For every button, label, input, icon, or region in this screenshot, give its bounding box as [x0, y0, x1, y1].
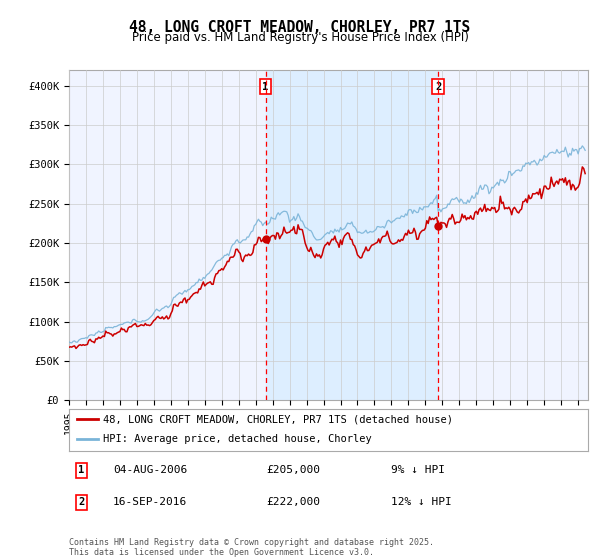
Text: 1: 1: [79, 465, 85, 475]
Text: 16-SEP-2016: 16-SEP-2016: [113, 497, 187, 507]
Text: Price paid vs. HM Land Registry's House Price Index (HPI): Price paid vs. HM Land Registry's House …: [131, 31, 469, 44]
Text: Contains HM Land Registry data © Crown copyright and database right 2025.
This d: Contains HM Land Registry data © Crown c…: [69, 538, 434, 557]
Text: 2: 2: [435, 82, 441, 92]
Text: 1: 1: [262, 82, 269, 92]
Text: 48, LONG CROFT MEADOW, CHORLEY, PR7 1TS (detached house): 48, LONG CROFT MEADOW, CHORLEY, PR7 1TS …: [103, 414, 453, 424]
Text: £222,000: £222,000: [266, 497, 320, 507]
Text: 2: 2: [79, 497, 85, 507]
Bar: [266, 70, 438, 400]
Text: HPI: Average price, detached house, Chorley: HPI: Average price, detached house, Chor…: [103, 434, 371, 444]
Text: 9% ↓ HPI: 9% ↓ HPI: [391, 465, 445, 475]
Text: 48, LONG CROFT MEADOW, CHORLEY, PR7 1TS: 48, LONG CROFT MEADOW, CHORLEY, PR7 1TS: [130, 20, 470, 35]
Text: 12% ↓ HPI: 12% ↓ HPI: [391, 497, 452, 507]
Text: 04-AUG-2006: 04-AUG-2006: [113, 465, 187, 475]
Text: £205,000: £205,000: [266, 465, 320, 475]
